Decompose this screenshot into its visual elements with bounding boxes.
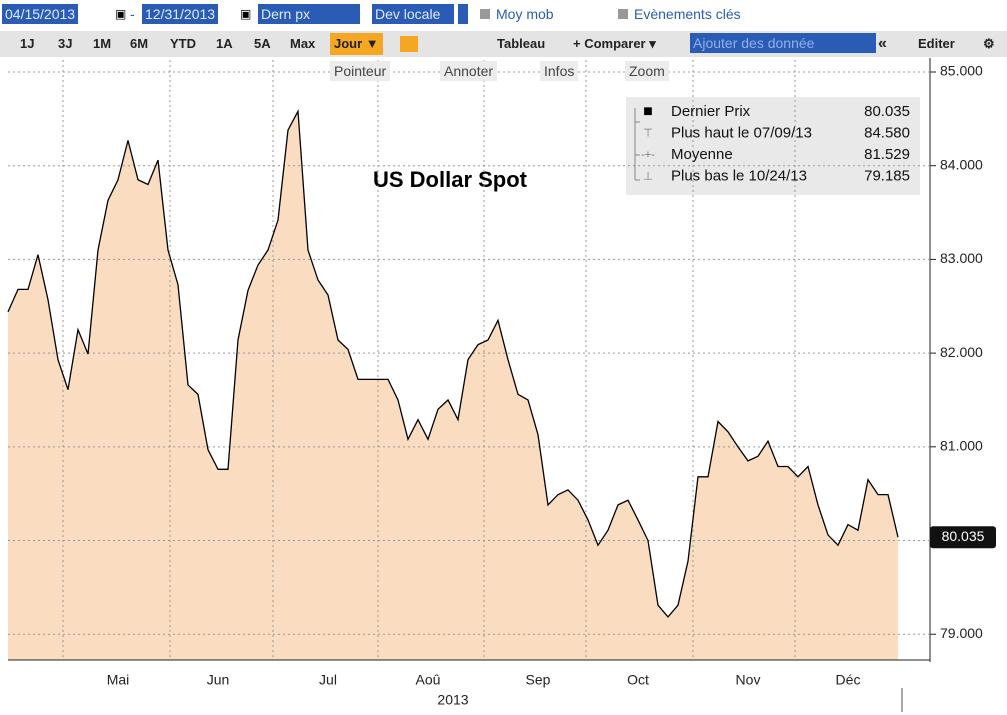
y-tick-label: 83.000 bbox=[940, 250, 983, 266]
start-date[interactable]: 04/15/2013 bbox=[2, 4, 79, 24]
legend-value: 80.035 bbox=[864, 103, 910, 120]
legend-value: 79.185 bbox=[864, 167, 910, 184]
period-button[interactable]: 5A bbox=[254, 36, 271, 51]
x-grid bbox=[62, 60, 796, 660]
tool-button[interactable]: Pointeur bbox=[330, 61, 391, 81]
calendar-icon[interactable]: ▣ bbox=[115, 7, 127, 21]
x-tick-label: Sep bbox=[526, 672, 551, 688]
y-tick-label: 79.000 bbox=[940, 625, 983, 641]
toolbar: Jour ▼ Tableau + Comparer ▾ Ajouter des … bbox=[0, 31, 1007, 57]
period-button[interactable]: Max bbox=[290, 36, 316, 51]
y-tick-label: 84.000 bbox=[940, 156, 983, 172]
edit-button[interactable]: Editer bbox=[918, 36, 955, 51]
tool-button[interactable]: Zoom bbox=[625, 61, 669, 81]
x-axis-label: 2013 bbox=[437, 692, 468, 708]
x-tick-label: Nov bbox=[736, 672, 761, 688]
calendar-icon[interactable]: ▣ bbox=[240, 7, 252, 21]
period-button[interactable]: 1J bbox=[20, 36, 35, 51]
period-button[interactable]: 6M bbox=[130, 36, 149, 51]
chart-title: US Dollar Spot bbox=[373, 167, 528, 192]
legend-label: Dernier Prix bbox=[671, 103, 751, 120]
period-button[interactable]: 1M bbox=[93, 36, 112, 51]
legend-label: Plus haut le 07/09/13 bbox=[671, 124, 812, 141]
legend-icon: -+- bbox=[641, 149, 655, 161]
x-tick-label: Déc bbox=[836, 672, 861, 688]
x-tick-label: Aoû bbox=[416, 672, 441, 688]
legend-icon: ⊤ bbox=[643, 127, 653, 139]
legend-value: 84.580 bbox=[864, 124, 910, 141]
legend-value: 81.529 bbox=[864, 146, 910, 163]
legend-label: Moyenne bbox=[671, 146, 733, 163]
last-value-label: 80.035 bbox=[942, 528, 985, 544]
area bbox=[8, 111, 898, 660]
collapse-button[interactable]: « bbox=[878, 35, 887, 52]
end-date[interactable]: 12/31/2013 bbox=[142, 4, 219, 24]
frequency-select[interactable]: Jour ▼ bbox=[330, 33, 383, 55]
period-button[interactable]: YTD bbox=[170, 36, 196, 51]
dropdown-button[interactable] bbox=[458, 4, 468, 24]
checkbox[interactable] bbox=[618, 9, 628, 19]
legend-tree bbox=[634, 108, 640, 181]
add-data-input[interactable]: Ajouter des donnée bbox=[690, 33, 876, 53]
y-tick-label: 82.000 bbox=[940, 344, 983, 360]
period-button[interactable]: 3J bbox=[58, 36, 73, 51]
last-value-tag bbox=[930, 526, 996, 549]
tool-button[interactable]: Annoter bbox=[440, 61, 498, 81]
moving-average[interactable]: Moy mob bbox=[496, 6, 554, 22]
legend-box bbox=[626, 97, 920, 195]
x-tick-label: Oct bbox=[627, 672, 649, 688]
legend-icon: ⊥ bbox=[643, 170, 653, 182]
field-select[interactable]: Dern px bbox=[258, 4, 360, 24]
tool-button[interactable]: Infos bbox=[540, 61, 579, 81]
compare-button[interactable]: + Comparer ▾ bbox=[573, 36, 656, 51]
line bbox=[7, 109, 899, 618]
y-tick-label: 81.000 bbox=[940, 438, 983, 454]
x-tick-label: Jul bbox=[319, 672, 337, 688]
period-button[interactable]: 1A bbox=[216, 36, 233, 51]
legend-icon: ■ bbox=[643, 103, 653, 120]
settings-icon[interactable]: ⚙ bbox=[983, 36, 995, 51]
chart-type-button[interactable] bbox=[400, 36, 418, 52]
checkbox[interactable] bbox=[480, 9, 490, 19]
table-button[interactable]: Tableau bbox=[497, 36, 546, 51]
y-tick-label: 85.000 bbox=[940, 63, 983, 79]
date-separator: - bbox=[130, 6, 135, 22]
x-tick-label: Mai bbox=[107, 672, 130, 688]
key-events[interactable]: Evènements clés bbox=[634, 6, 741, 22]
x-tick-label: Jun bbox=[207, 672, 230, 688]
currency-select[interactable]: Dev locale bbox=[372, 4, 454, 24]
legend-label: Plus bas le 10/24/13 bbox=[671, 167, 807, 184]
